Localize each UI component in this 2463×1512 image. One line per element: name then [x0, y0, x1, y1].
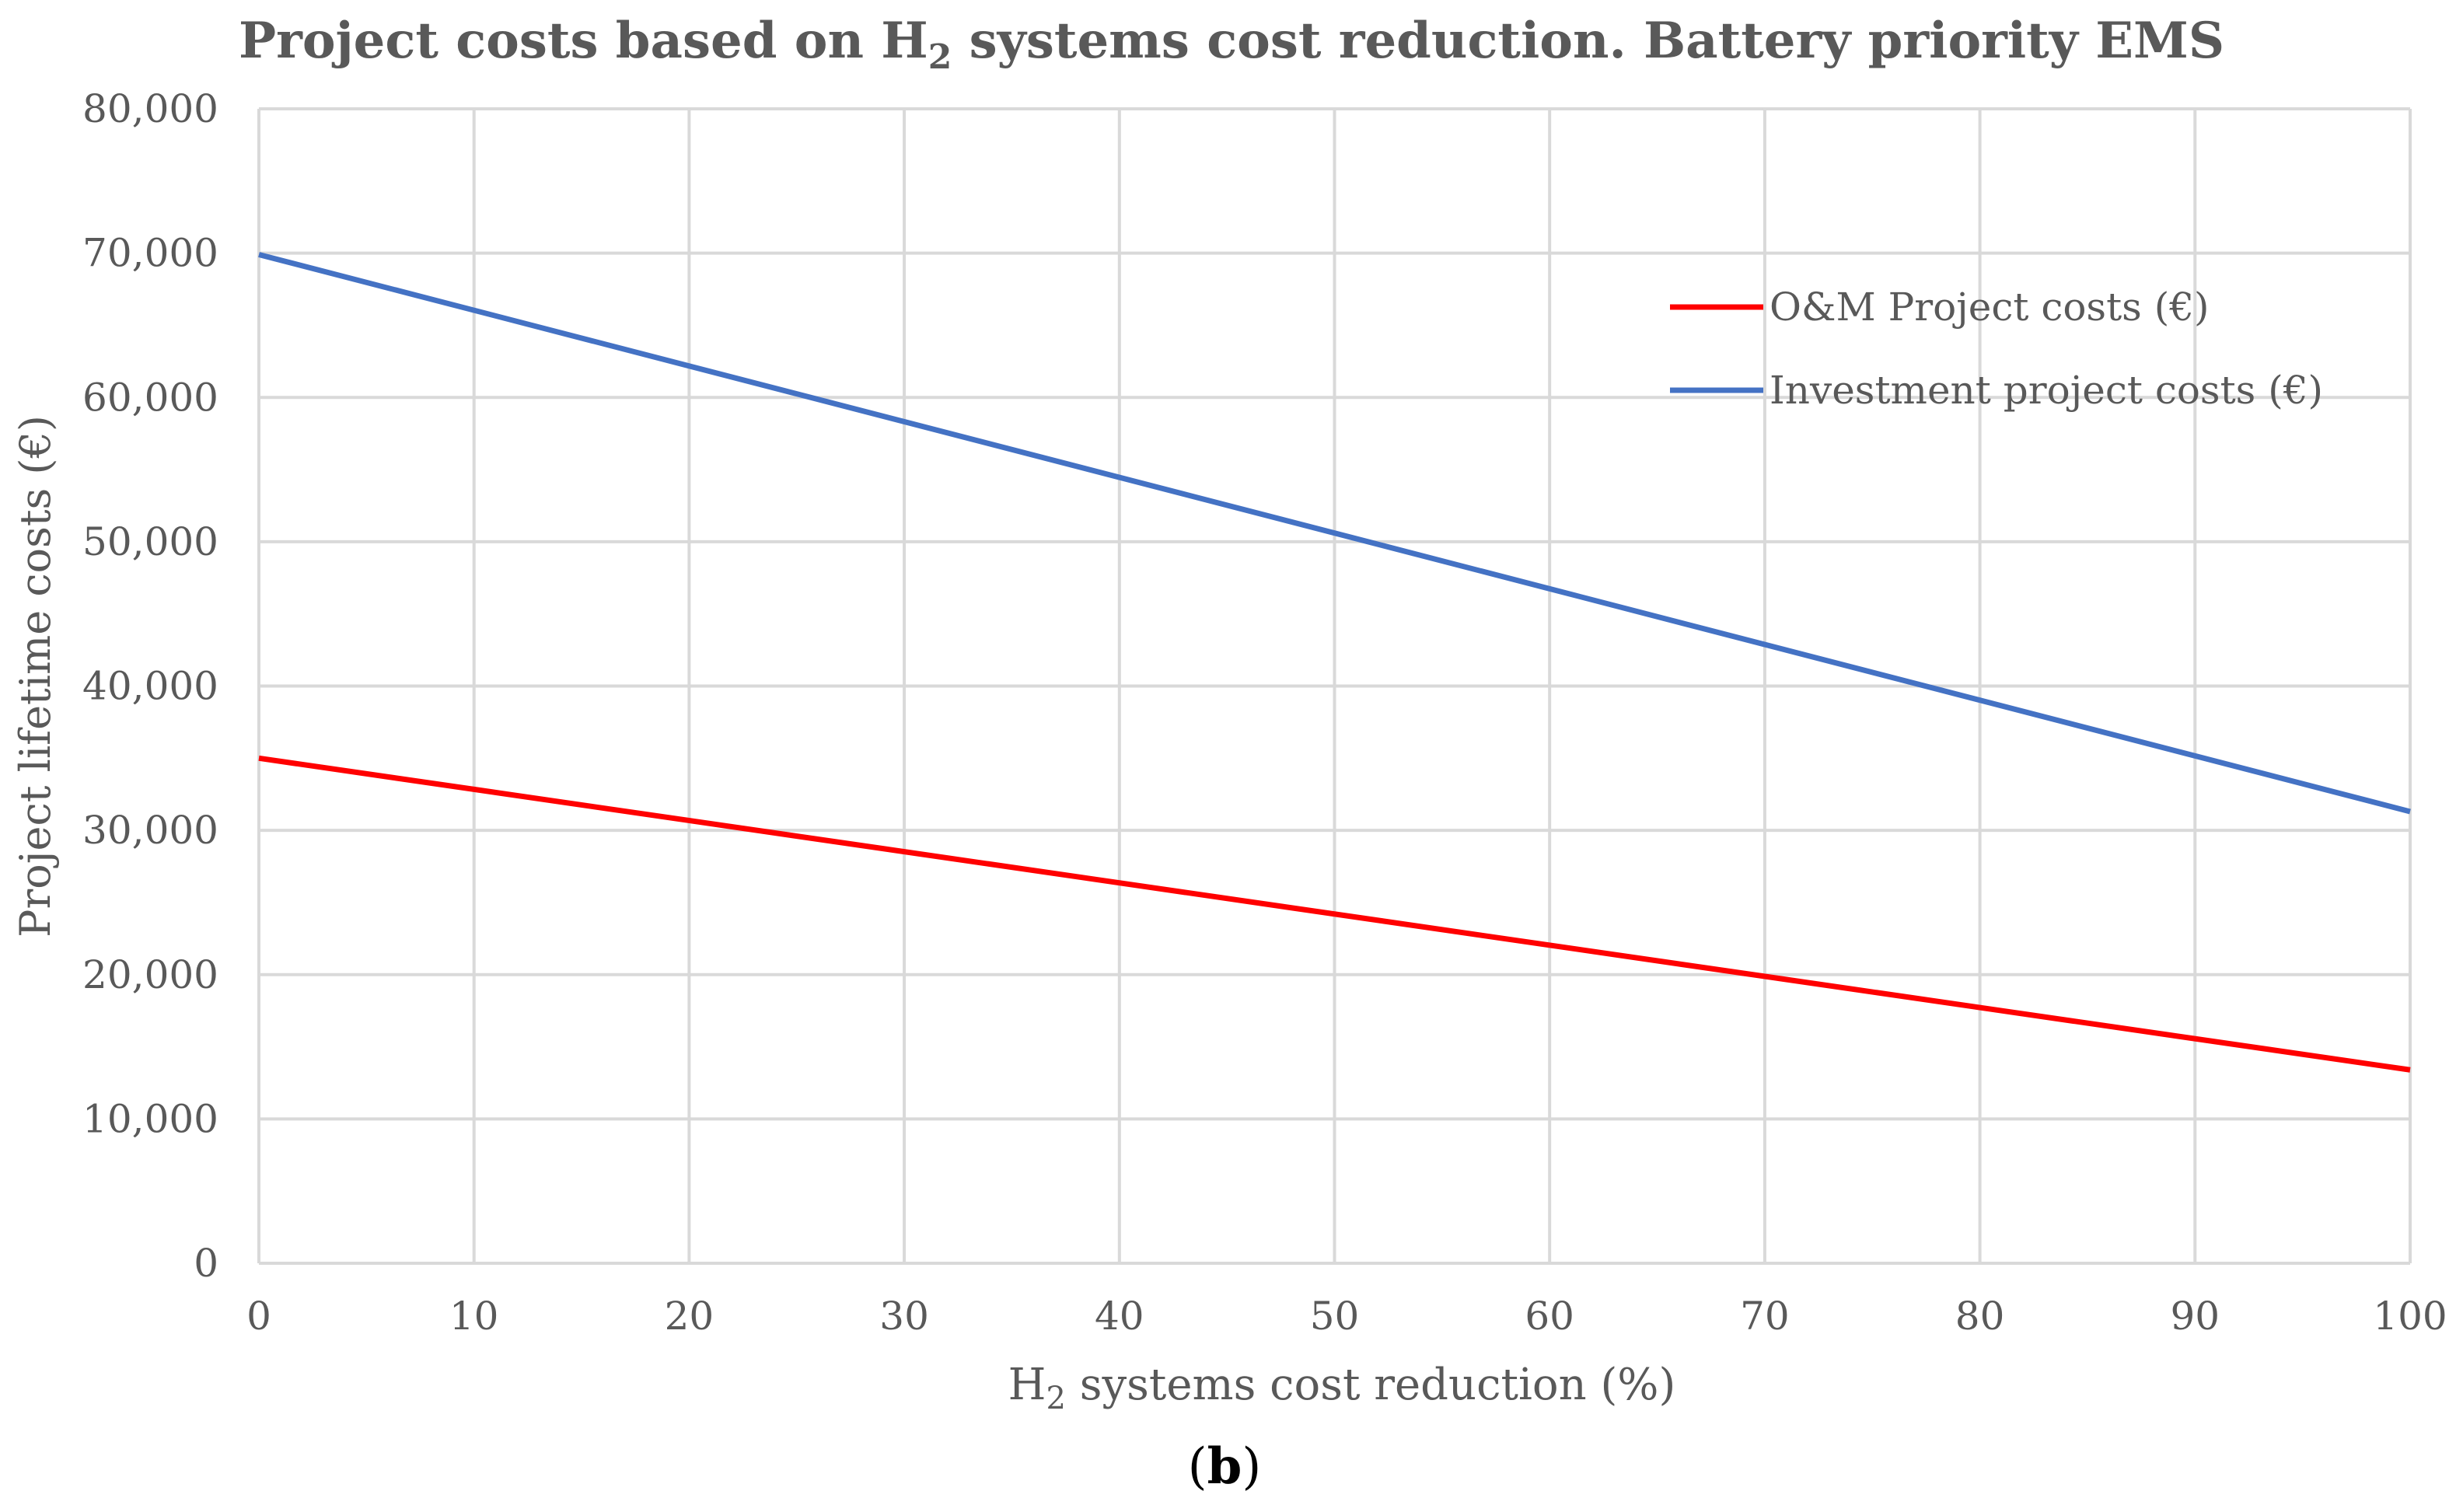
y-tick-label: 30,000	[82, 808, 218, 853]
caption-open: (	[1188, 1438, 1207, 1496]
x-tick-label: 0	[246, 1294, 271, 1339]
x-axis-label-suffix: systems cost reduction (%)	[1066, 1360, 1675, 1410]
y-tick-label: 70,000	[82, 231, 218, 276]
y-axis-label: Project lifetime costs (€)	[11, 415, 60, 938]
x-axis-label-prefix: H	[1008, 1360, 1046, 1410]
caption-letter: b	[1207, 1437, 1242, 1496]
x-tick-labels: 0 10 20 30 40 50 60 70 80 90 100	[246, 1294, 2447, 1339]
x-tick-label: 80	[1955, 1294, 2005, 1339]
x-tick-label: 70	[1740, 1294, 1790, 1339]
y-tick-label: 80,000	[82, 86, 218, 131]
series-line-1	[258, 252, 2411, 815]
series-lines	[258, 252, 2411, 1073]
chart-title-subscript: 2	[928, 37, 952, 77]
x-axis-label-subscript: 2	[1046, 1381, 1065, 1416]
legend-label-om: O&M Project costs (€)	[1770, 285, 2210, 330]
caption-close: )	[1242, 1438, 1261, 1496]
chart-title: Project costs based on H2 systems cost r…	[239, 12, 2224, 77]
x-tick-label: 90	[2170, 1294, 2220, 1339]
legend-label-investment: Investment project costs (€)	[1770, 368, 2323, 413]
y-tick-label: 60,000	[82, 375, 218, 420]
x-tick-label: 20	[665, 1294, 714, 1339]
chart-title-prefix: Project costs based on H	[239, 12, 928, 70]
x-axis-label: H2 systems cost reduction (%)	[1008, 1360, 1676, 1416]
x-tick-label: 30	[879, 1294, 929, 1339]
x-tick-label: 50	[1310, 1294, 1360, 1339]
x-tick-label: 10	[449, 1294, 499, 1339]
figure-caption: (b)	[1188, 1437, 1262, 1496]
y-tick-label: 0	[194, 1241, 218, 1286]
y-tick-label: 40,000	[82, 664, 218, 709]
y-tick-labels: 0 10,000 20,000 30,000 40,000 50,000 60,000 70,…	[82, 86, 218, 1286]
legend: O&M Project costs (€) Investment project…	[1670, 285, 2323, 413]
x-tick-label: 100	[2373, 1294, 2447, 1339]
chart-title-suffix: systems cost reduction. Battery priority…	[952, 12, 2224, 70]
series-line-0	[258, 755, 2411, 1073]
gridlines	[257, 107, 2412, 1265]
x-tick-label: 60	[1525, 1294, 1574, 1339]
y-tick-label: 20,000	[82, 952, 218, 997]
y-tick-label: 10,000	[82, 1096, 218, 1141]
x-tick-label: 40	[1095, 1294, 1144, 1339]
y-tick-label: 50,000	[82, 519, 218, 564]
